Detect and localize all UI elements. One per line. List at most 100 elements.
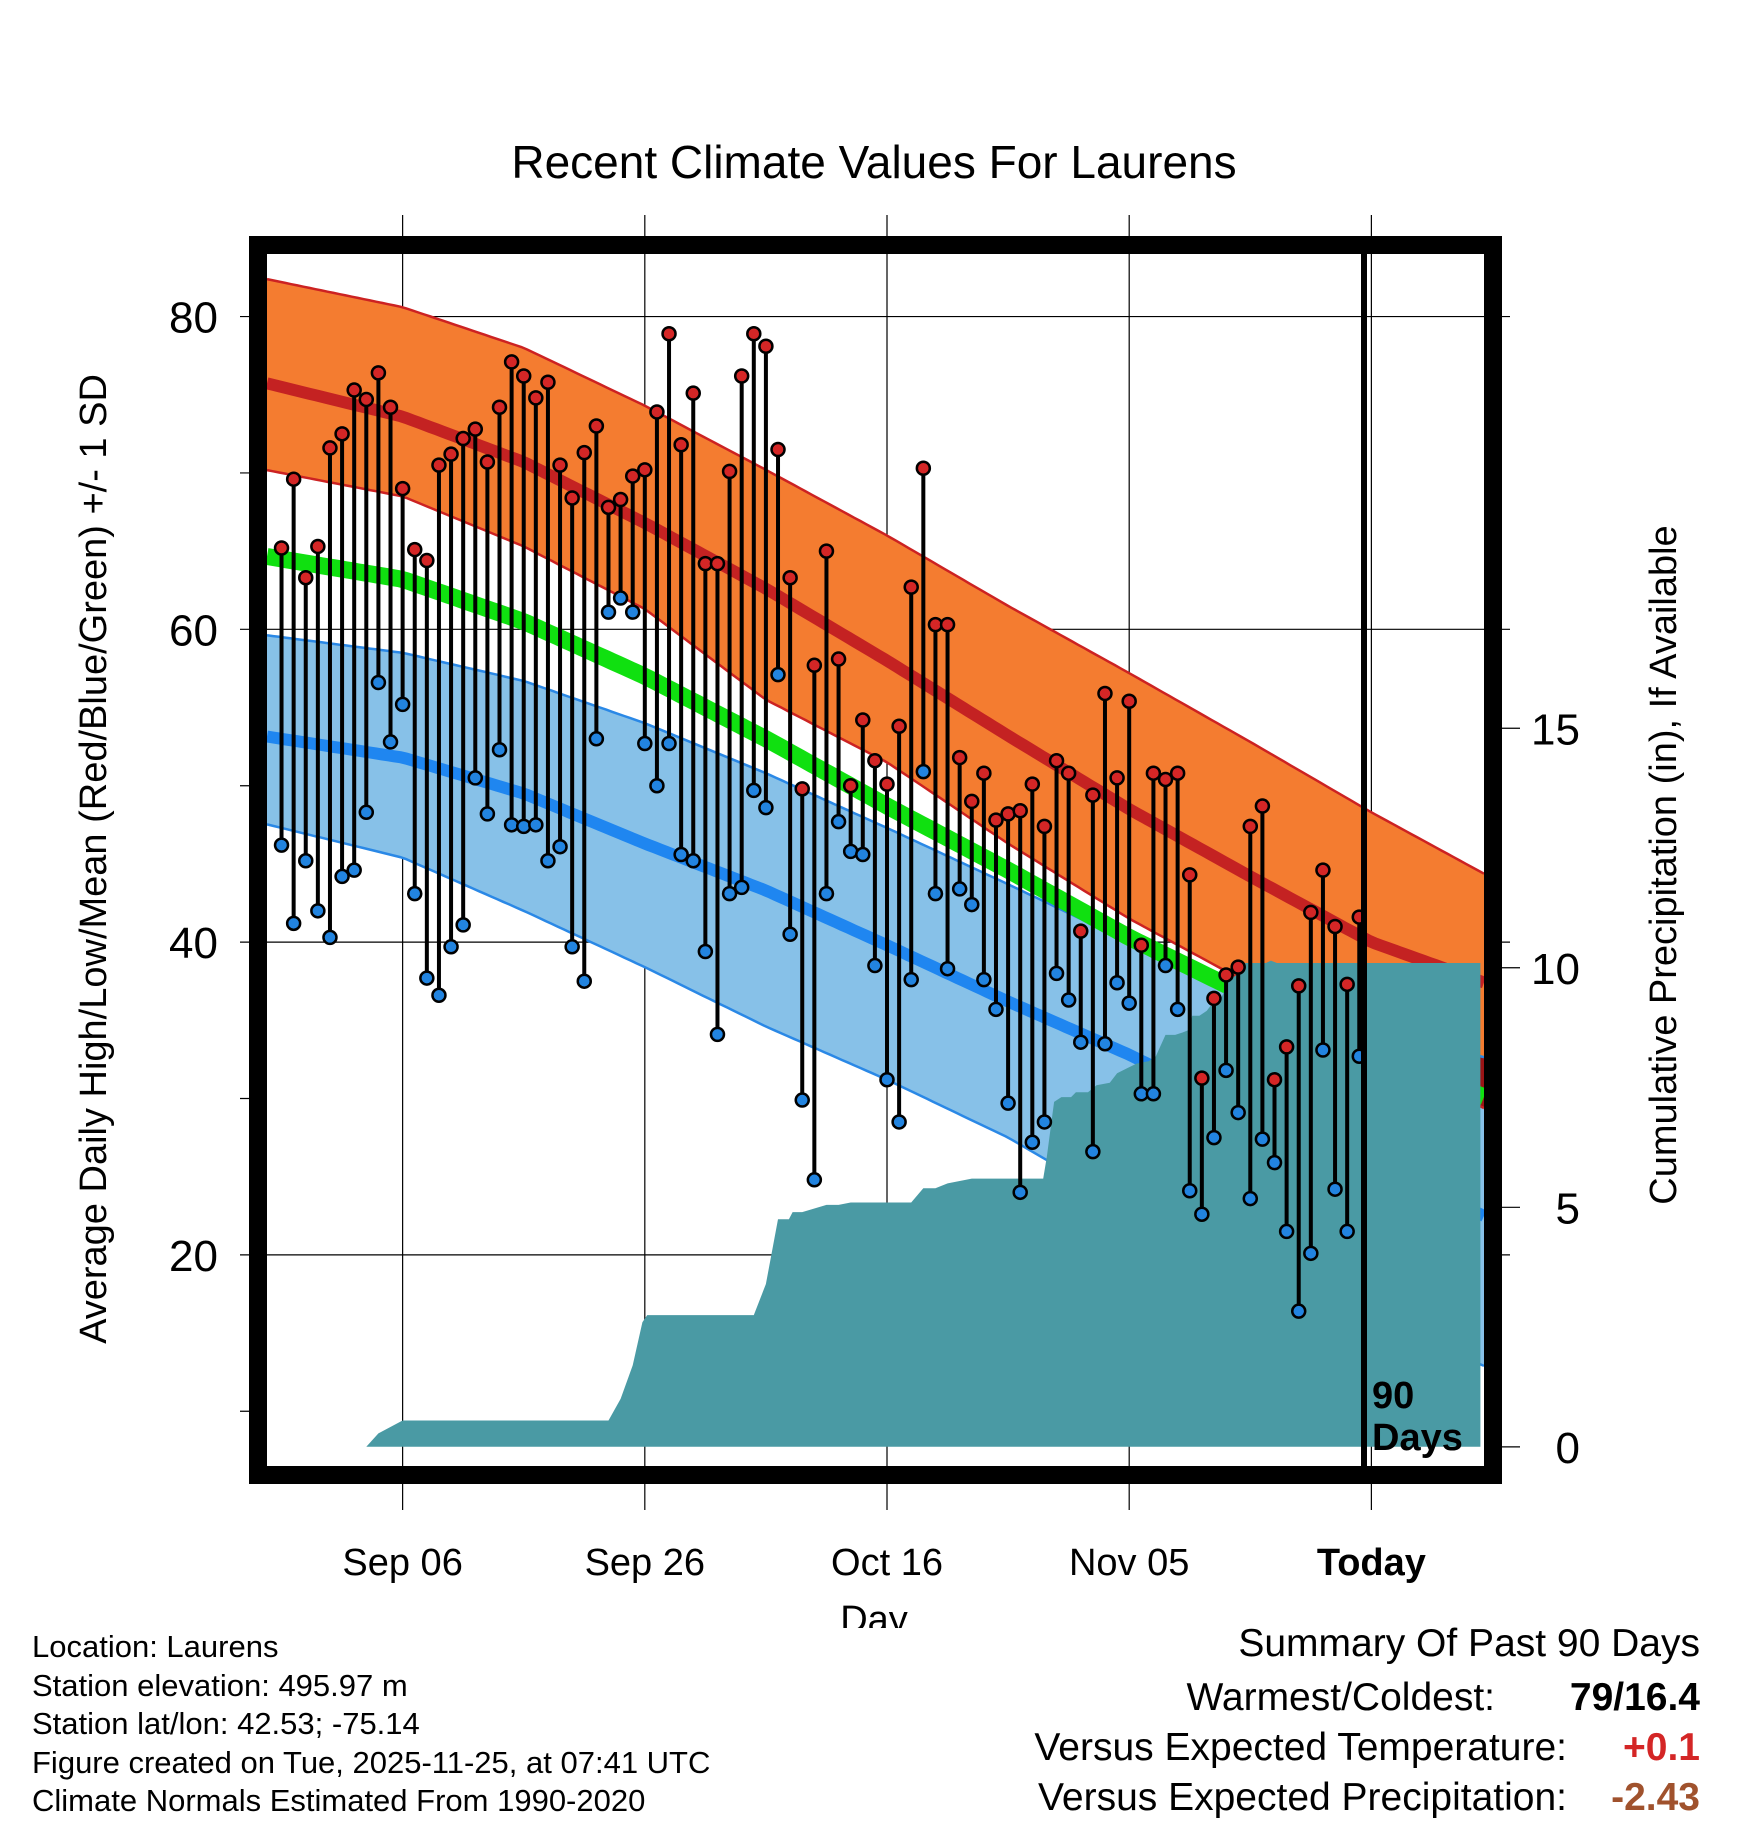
daily-low-point [733, 879, 750, 896]
precipitation-area [281, 960, 1481, 1447]
daily-high-point [1339, 976, 1355, 993]
daily-high-point [298, 569, 314, 586]
daily-high-point [951, 749, 968, 766]
daily-high-point [346, 382, 362, 398]
axes: 20 40 60 80 0 5 10 15 Sep 06 Sep 26 Oct 16 Nov 05 To… [169, 294, 1580, 1584]
daily-high-point [624, 468, 641, 484]
y-tick-label: 80 [169, 294, 218, 343]
daily-low-point [273, 837, 290, 853]
daily-high-point [818, 543, 835, 559]
y-axis-label: Average Daily High/Low/Mean (Red/Blue/Gr… [73, 374, 115, 1344]
daily-low-point [649, 777, 665, 794]
chart-title: Recent Climate Values For Laurens [511, 136, 1236, 188]
daily-low-point [1194, 1206, 1210, 1222]
daily-low-point [310, 903, 326, 919]
daily-low-point [394, 696, 411, 713]
daily-high-point [552, 457, 568, 473]
daily-low-point [746, 782, 762, 799]
daily-low-point [867, 957, 883, 974]
daily-low-point [1097, 1036, 1113, 1052]
daily-high-point [964, 793, 980, 810]
daily-high-point [310, 538, 326, 555]
daily-high-point [746, 326, 762, 342]
y2-tick-label: 0 [1556, 1424, 1580, 1473]
daily-low-point [1121, 995, 1137, 1011]
y-tick-label: 40 [169, 919, 218, 968]
daily-high-point [515, 368, 532, 384]
daily-low-point [939, 960, 956, 977]
daily-low-point [285, 915, 302, 932]
daily-high-point [903, 579, 919, 595]
daily-low-point [491, 741, 508, 758]
daily-low-point [443, 939, 459, 955]
daily-high-point [709, 555, 726, 572]
daily-low-point [988, 1001, 1004, 1018]
daily-high-point [1303, 904, 1319, 921]
daily-low-point [1339, 1223, 1355, 1240]
daily-high-point [806, 657, 823, 674]
daily-low-point [903, 971, 919, 988]
daily-high-point [528, 390, 544, 406]
daily-low-point [540, 853, 556, 869]
daily-high-point [1024, 776, 1041, 792]
daily-high-point [576, 444, 593, 461]
summary-warmest-row: Warmest/Coldest: 79/16.4 [940, 1676, 1700, 1726]
daily-high-point [685, 385, 702, 401]
daily-high-point [661, 326, 677, 342]
daily-low-point [1145, 1086, 1162, 1102]
daily-high-point [782, 569, 798, 586]
daily-high-point [1230, 959, 1246, 975]
daily-high-point [721, 463, 738, 480]
daily-low-point [564, 939, 580, 955]
summary-precip-label: Versus Expected Precipitation: [1038, 1776, 1567, 1819]
daily-high-point [842, 777, 859, 794]
daily-low-point [1206, 1129, 1222, 1146]
daily-low-point [685, 853, 702, 869]
daily-high-point [322, 440, 338, 456]
x-tick-label: Sep 26 [585, 1542, 705, 1584]
daily-low-point [612, 590, 629, 606]
daily-low-point [709, 1026, 726, 1043]
daily-low-point [1085, 1143, 1101, 1160]
daily-low-point [600, 604, 617, 620]
daily-low-point [298, 853, 314, 869]
daily-high-point [382, 399, 399, 416]
daily-high-point [1206, 990, 1222, 1007]
daily-low-point [782, 926, 798, 943]
daily-high-point [649, 404, 665, 420]
daily-low-point [370, 674, 387, 691]
daily-low-point [1000, 1095, 1016, 1111]
daily-high-point [794, 781, 810, 797]
y2-tick-label: 15 [1531, 705, 1580, 754]
climate-normals-note: Climate Normals Estimated From 1990-2020 [32, 1783, 646, 1819]
station-latlon: Station lat/lon: 42.53; -75.14 [32, 1706, 420, 1742]
daily-low-point [334, 868, 350, 885]
daily-high-point [939, 616, 956, 633]
daily-high-point [358, 391, 375, 408]
daily-high-point [1181, 867, 1198, 883]
daily-low-point [1060, 992, 1077, 1008]
figure-created: Figure created on Tue, 2025-11-25, at 07… [32, 1744, 711, 1780]
daily-high-point [1254, 798, 1271, 814]
daily-high-point [830, 651, 847, 667]
station-info: Location: Laurens Station elevation: 495… [32, 1628, 710, 1821]
daily-high-point [770, 441, 786, 458]
daily-high-point [1121, 693, 1137, 710]
daily-high-point [419, 552, 435, 569]
x-tick-label: Today [1317, 1542, 1426, 1584]
daily-low-point [322, 929, 338, 946]
window-label: 90 Days [1372, 1375, 1463, 1459]
daily-high-point [1145, 765, 1162, 781]
summary-precip-value: -2.43 [1611, 1776, 1700, 1819]
daily-low-point [879, 1071, 895, 1088]
x-tick-label: Oct 16 [831, 1542, 943, 1584]
daily-high-point [1012, 802, 1028, 819]
climate-chart: Recent Climate Values For Laurens 20 40 60… [73, 136, 1685, 1628]
daily-high-point [600, 499, 617, 516]
daily-high-point [637, 462, 653, 478]
daily-high-point [1315, 862, 1331, 878]
daily-high-point [988, 812, 1004, 828]
daily-high-point [285, 471, 302, 487]
daily-high-point [1194, 1070, 1210, 1086]
daily-low-point [818, 885, 835, 902]
